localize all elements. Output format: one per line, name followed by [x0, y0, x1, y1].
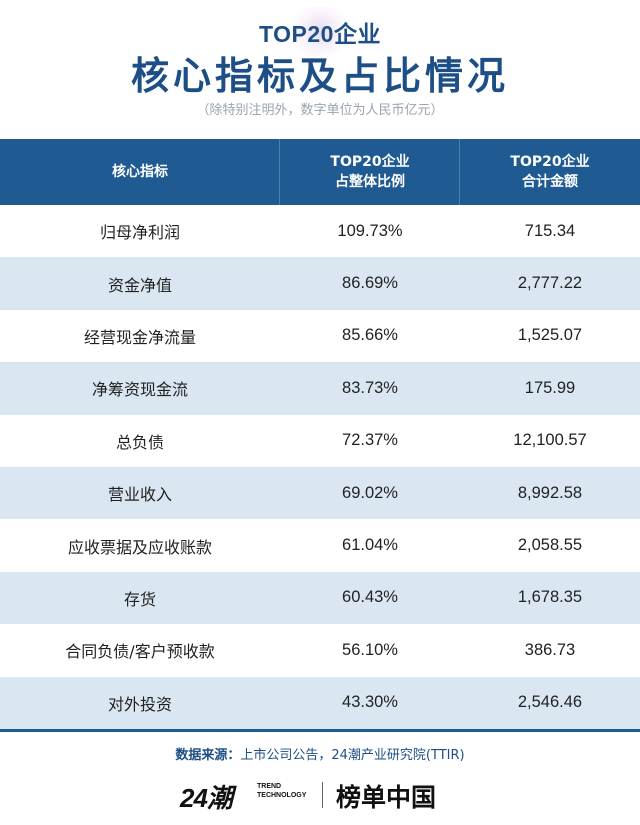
trend-technology-logo: 24潮 — [180, 783, 233, 813]
footer-logos: 24潮 TREND TECHNOLOGY 榜单中国 — [0, 776, 640, 813]
table-header-row: 核心指标 TOP20企业 占整体比例 TOP20企业 合计金额 — [0, 139, 640, 205]
header-subtitle: TOP20企业 — [259, 21, 381, 47]
table-row: 资金净值 86.69% 2,777.22 — [0, 257, 640, 310]
table-row: 归母净利润 109.73% 715.34 — [0, 205, 640, 257]
column-divider — [459, 139, 460, 205]
table-row: 应收票据及应收账款 61.04% 2,058.55 — [0, 519, 640, 571]
table-body: 归母净利润 109.73% 715.34 资金净值 86.69% 2,777.2… — [0, 205, 640, 729]
column-header-amount-line1: TOP20企业 — [510, 154, 590, 170]
indicator-table-container: 核心指标 TOP20企业 占整体比例 TOP20企业 合计金额 — [0, 139, 640, 729]
column-header-ratio: TOP20企业 占整体比例 — [280, 139, 460, 205]
cell-amount: 1,678.35 — [517, 588, 583, 607]
cell-amount: 8,992.58 — [517, 483, 583, 502]
cell-indicator: 总负债 — [115, 432, 164, 452]
table-row: 对外投资 43.30% 2,546.46 — [0, 676, 640, 729]
cell-ratio: 61.04% — [342, 536, 398, 555]
table-bottom-rule — [0, 729, 640, 732]
table-row: 总负债 72.37% 12,100.57 — [0, 415, 640, 467]
cell-amount: 386.73 — [524, 640, 576, 659]
cell-indicator: 经营现金净流量 — [83, 327, 196, 347]
unit-note: （除特别注明外，数字单位为人民币亿元） — [196, 103, 444, 118]
table-header: 核心指标 TOP20企业 占整体比例 TOP20企业 合计金额 — [0, 139, 640, 205]
table-row: 净筹资现金流 83.73% 175.99 — [0, 362, 640, 415]
cell-amount: 2,546.46 — [517, 693, 583, 712]
indicator-table: 核心指标 TOP20企业 占整体比例 TOP20企业 合计金额 — [0, 139, 640, 729]
cell-indicator: 营业收入 — [107, 485, 172, 505]
table-row: 存货 60.43% 1,678.35 — [0, 571, 640, 625]
cell-indicator: 对外投资 — [107, 694, 172, 714]
cell-amount: 715.34 — [524, 221, 576, 240]
cell-indicator: 合同负债/客户预收款 — [65, 642, 215, 662]
page-title: 核心指标及占比情况 — [130, 54, 509, 98]
cell-indicator: 净筹资现金流 — [91, 380, 188, 400]
header: TOP20企业 核心指标及占比情况 （除特别注明外，数字单位为人民币亿元） — [0, 0, 640, 120]
cell-amount: 175.99 — [524, 378, 576, 397]
cell-indicator: 归母净利润 — [99, 223, 180, 243]
logo-divider — [322, 782, 323, 808]
cell-ratio: 86.69% — [342, 274, 398, 293]
cell-ratio: 60.43% — [342, 588, 398, 607]
cell-indicator: 资金净值 — [107, 275, 172, 295]
column-header-amount: TOP20企业 合计金额 — [460, 139, 640, 205]
table-row: 营业收入 69.02% 8,992.58 — [0, 466, 640, 520]
cell-ratio: 72.37% — [342, 431, 398, 450]
column-header-indicator-label: 核心指标 — [112, 164, 168, 180]
column-header-ratio-line1: TOP20企业 — [330, 154, 410, 170]
cell-ratio: 43.30% — [342, 693, 398, 712]
table-row: 经营现金净流量 85.66% 1,525.07 — [0, 310, 640, 362]
trend-technology-logo-text: TREND TECHNOLOGY — [257, 782, 306, 800]
cell-amount: 12,100.57 — [513, 431, 587, 450]
cell-ratio: 83.73% — [342, 378, 398, 397]
data-source-text: 上市公司公告，24潮产业研究院(TTIR) — [240, 748, 465, 763]
logo-en-line1: TREND — [257, 783, 282, 790]
cell-amount: 2,777.22 — [517, 274, 583, 293]
table-row: 合同负债/客户预收款 56.10% 386.73 — [0, 624, 640, 676]
data-source: 数据来源：上市公司公告，24潮产业研究院(TTIR) — [0, 744, 640, 763]
column-header-ratio-line2: 占整体比例 — [335, 174, 405, 190]
brand-logo: 榜单中国 — [336, 783, 437, 812]
watermark-logo — [285, 6, 355, 56]
cell-ratio: 69.02% — [342, 483, 398, 502]
cell-indicator: 应收票据及应收账款 — [67, 537, 212, 557]
cell-ratio: 109.73% — [337, 221, 403, 240]
column-header-amount-line2: 合计金额 — [522, 174, 578, 190]
cell-amount: 1,525.07 — [517, 326, 583, 345]
cell-ratio: 85.66% — [342, 326, 398, 345]
cell-amount: 2,058.55 — [517, 536, 583, 555]
column-divider — [279, 139, 280, 205]
logo-en-line2: TECHNOLOGY — [257, 792, 307, 799]
data-source-label: 数据来源： — [175, 748, 241, 763]
cell-ratio: 56.10% — [342, 640, 398, 659]
column-header-indicator: 核心指标 — [0, 139, 280, 205]
cell-indicator: 存货 — [123, 589, 156, 609]
